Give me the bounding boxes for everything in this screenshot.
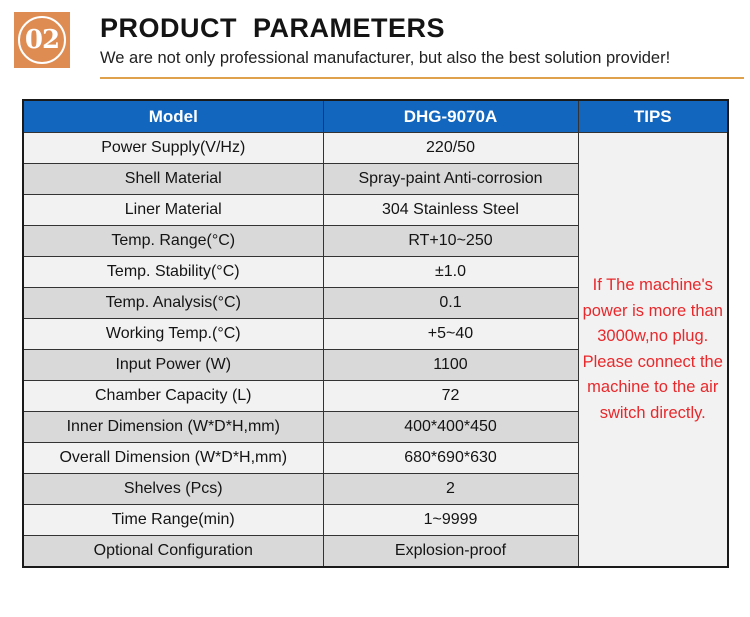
- spec-label: Temp. Stability(°C): [22, 256, 324, 289]
- column-header-model: Model: [22, 99, 324, 134]
- column-header-tips: TIPS: [577, 99, 729, 134]
- section-number: 02: [24, 25, 60, 55]
- badge-circle-icon: 02: [18, 16, 66, 64]
- table-row: Power Supply(V/Hz) 220/50 If The machine…: [22, 132, 729, 568]
- spec-label: Chamber Capacity (L): [22, 380, 324, 413]
- table-row: Input Power (W) 1100: [22, 349, 728, 382]
- spec-value: 2: [322, 473, 579, 506]
- spec-label: Shell Material: [22, 163, 324, 196]
- spec-value: 400*400*450: [322, 411, 579, 444]
- spec-value: 72: [322, 380, 579, 413]
- spec-value: 680*690*630: [322, 442, 579, 475]
- table-row: Temp. Analysis(°C) 0.1: [22, 287, 728, 320]
- spec-label: Shelves (Pcs): [22, 473, 324, 506]
- table-row: Chamber Capacity (L) 72: [22, 380, 728, 413]
- spec-value: 304 Stainless Steel: [322, 194, 579, 227]
- spec-value: +5~40: [322, 318, 579, 351]
- table-header-row: Model DHG-9070A TIPS: [22, 99, 729, 134]
- spec-value: 0.1: [322, 287, 579, 320]
- spec-label: Liner Material: [22, 194, 324, 227]
- spec-label: Overall Dimension (W*D*H,mm): [22, 442, 324, 475]
- spec-label: Temp. Range(°C): [22, 225, 324, 258]
- spec-value: 220/50: [322, 132, 579, 165]
- table-row: Shelves (Pcs) 2: [22, 473, 728, 506]
- tips-note: If The machine's power is more than 3000…: [577, 132, 729, 568]
- page-title: PRODUCT PARAMETERS: [100, 13, 446, 43]
- page-subtitle: We are not only professional manufacture…: [100, 49, 671, 68]
- spec-label: Input Power (W): [22, 349, 324, 382]
- spec-value: Explosion-proof: [322, 535, 579, 568]
- product-parameters-table: Model DHG-9070A TIPS Power Supply(V/Hz) …: [22, 99, 729, 569]
- section-header: 02 PRODUCT PARAMETERS We are not only pr…: [0, 0, 750, 68]
- spec-value: Spray-paint Anti-corrosion: [322, 163, 579, 196]
- spec-label: Temp. Analysis(°C): [22, 287, 324, 320]
- spec-value: 1~9999: [322, 504, 579, 537]
- spec-label: Power Supply(V/Hz): [22, 132, 324, 165]
- spec-label: Time Range(min): [22, 504, 324, 537]
- table-row: Shell Material Spray-paint Anti-corrosio…: [22, 163, 728, 196]
- accent-divider: [100, 77, 744, 80]
- header-text-block: PRODUCT PARAMETERS We are not only profe…: [100, 12, 670, 68]
- column-header-model-number: DHG-9070A: [322, 99, 579, 134]
- spec-value: 1100: [322, 349, 579, 382]
- table-row: Temp. Range(°C) RT+10~250: [22, 225, 728, 258]
- table-row: Temp. Stability(°C) ±1.0: [22, 256, 728, 289]
- table-row: Working Temp.(°C) +5~40: [22, 318, 728, 351]
- table-row: Optional Configuration Explosion-proof: [22, 535, 728, 568]
- spec-label: Optional Configuration: [22, 535, 324, 568]
- spec-value: RT+10~250: [322, 225, 579, 258]
- table-row: Overall Dimension (W*D*H,mm) 680*690*630: [22, 442, 728, 475]
- spec-label: Inner Dimension (W*D*H,mm): [22, 411, 324, 444]
- table-row: Time Range(min) 1~9999: [22, 504, 728, 537]
- spec-label: Working Temp.(°C): [22, 318, 324, 351]
- section-number-badge: 02: [14, 12, 70, 68]
- spec-value: ±1.0: [322, 256, 579, 289]
